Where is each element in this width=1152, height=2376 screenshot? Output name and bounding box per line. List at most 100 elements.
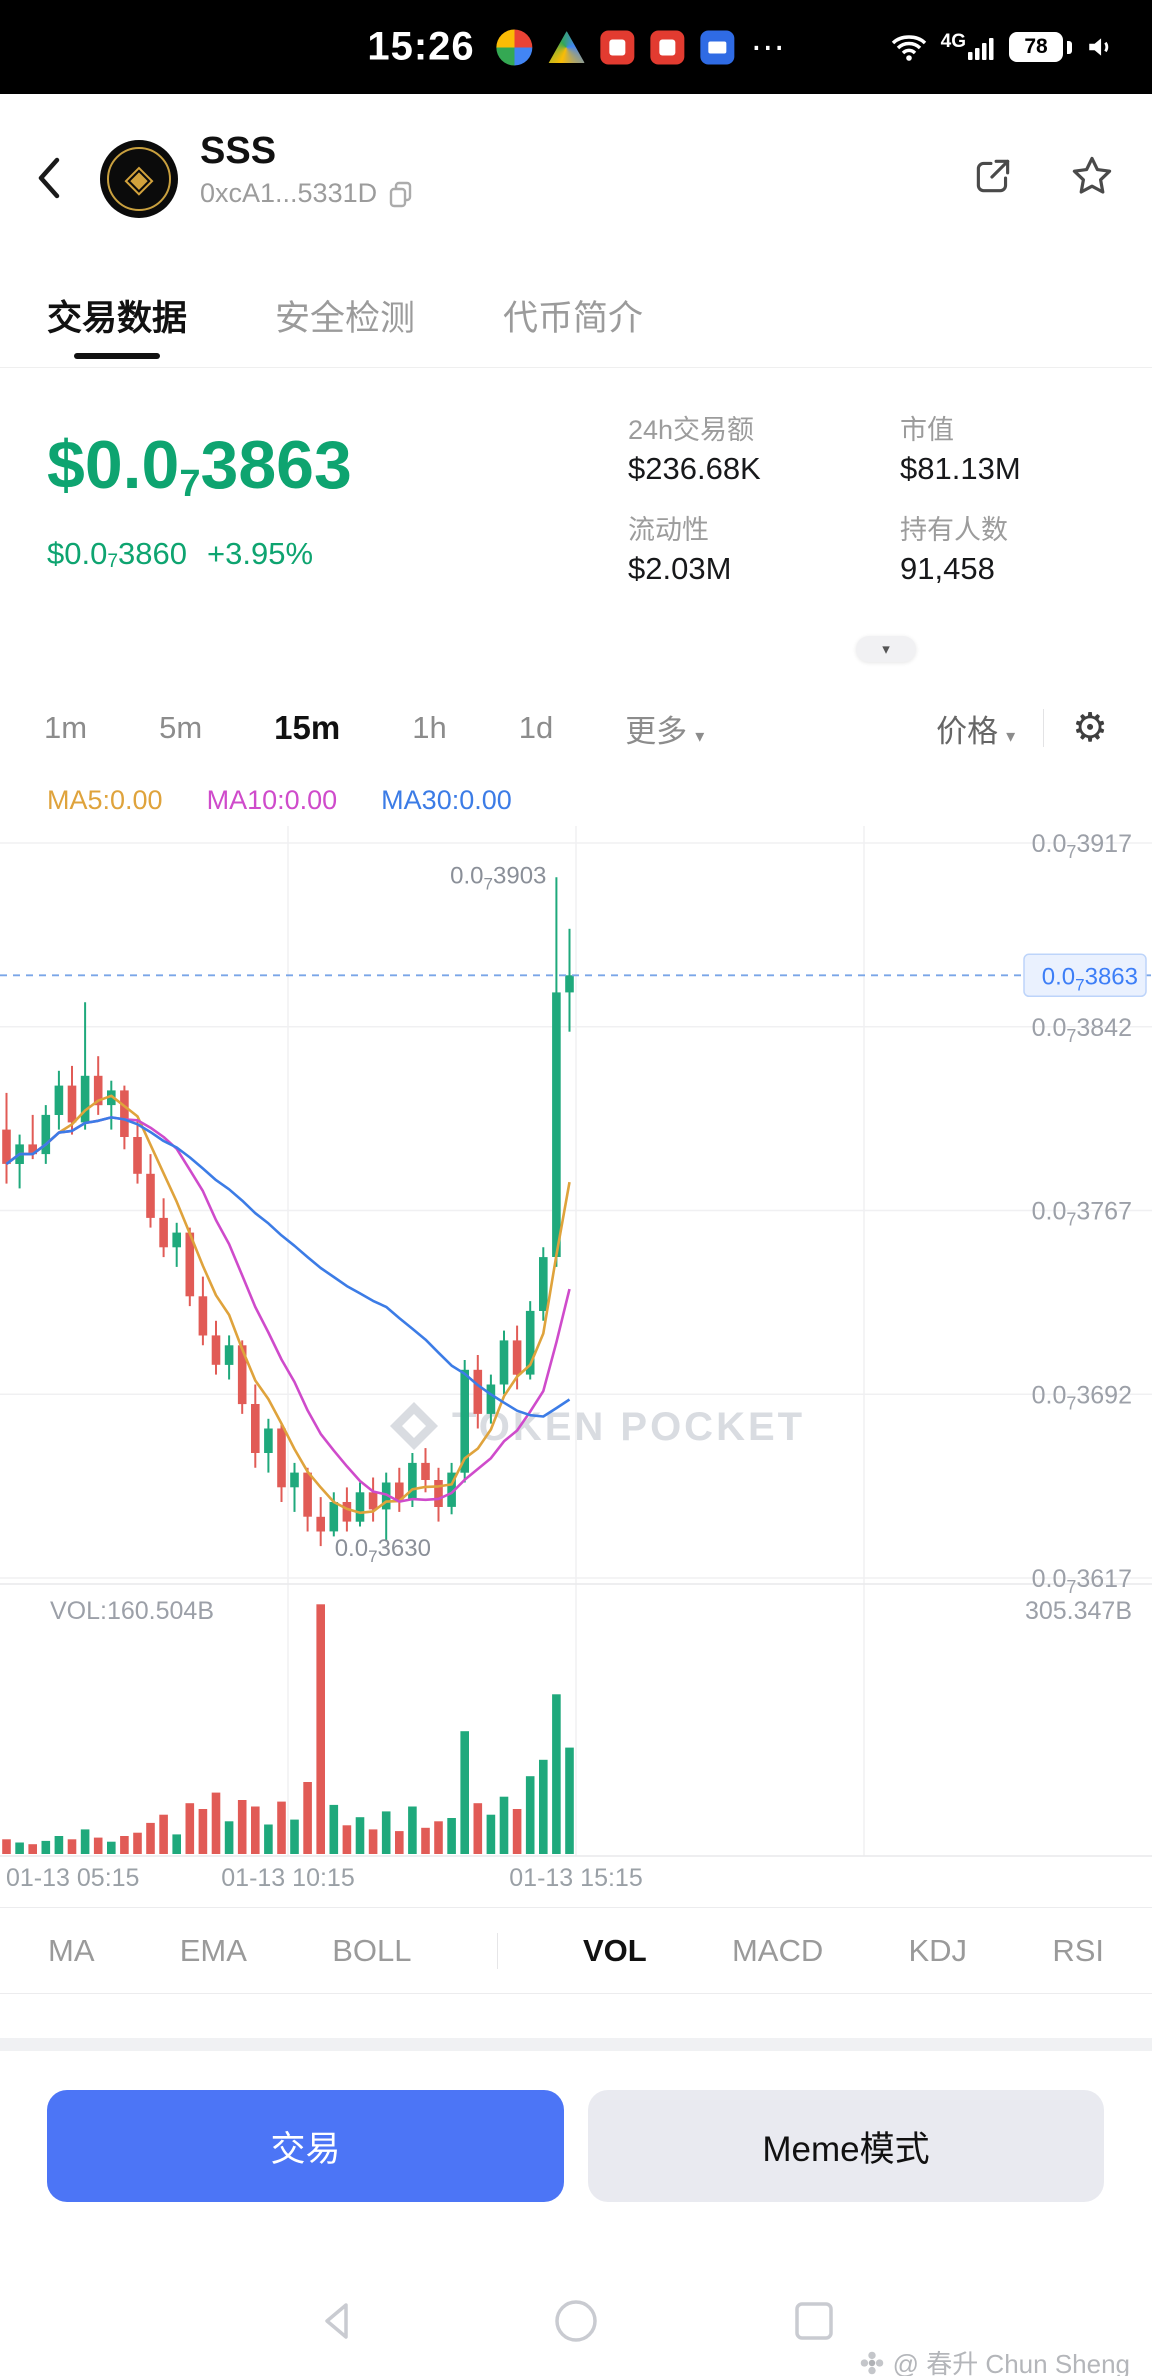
timeframe-1d[interactable]: 1d [518,710,554,745]
svg-text:VOL:160.504B: VOL:160.504B [50,1597,214,1625]
watermark-logo-icon [860,2351,883,2374]
candlestick-chart-svg[interactable]: TOKEN POCKET 0.073917 0.073842 0.073767 0.07… [0,826,1152,1857]
drive-app-icon [548,31,585,63]
active-tab-underline [74,353,160,359]
ma-legend: MA5:0.00 MA10:0.00 MA30:0.00 [0,778,1152,822]
timeframe-1m[interactable]: 1m [44,710,88,745]
price-change-percent: +3.95% [207,536,314,571]
status-center-cluster: 15:26 ⋯ [367,25,784,70]
photos-app-icon [496,29,533,65]
svg-text:0.073863: 0.073863 [1042,963,1138,994]
earpiece-icon [1089,38,1109,56]
section-separator [0,2038,1152,2051]
indicator-ma[interactable]: MA [48,1932,95,1968]
status-right-cluster: 4G 78 [891,31,1114,62]
current-price-tag: 0.073863 [1023,953,1147,998]
tab-security-check[interactable]: 安全检测 [275,299,416,338]
timeframe-5m[interactable]: 5m [159,710,203,745]
indicator-macd[interactable]: MACD [731,1932,824,1968]
stat-24h-volume: 24h交易额 $236.68K [628,415,761,486]
more-notifications-icon: ⋯ [750,28,785,66]
battery-nub [1067,40,1072,54]
status-time: 15:26 [367,24,475,69]
android-nav-bar [0,2266,1152,2376]
cellular-signal-icon: 4G [941,31,995,60]
stat-liquidity: 流动性 $2.03M [628,515,732,586]
status-bar: 15:26 ⋯ 4G [0,0,1152,94]
creator-watermark-text: @ 春升 Chun Sheng [892,2349,1130,2376]
stats-column-2: 市值 $81.13M 持有人数 91,458 [900,412,1021,612]
ma30-label: MA30:0.00 [381,784,512,815]
zero-count-subscript-small: 7 [107,550,119,572]
svg-text:0.073917: 0.073917 [1032,830,1132,862]
ma5-label: MA5:0.00 [47,784,163,815]
token-title: SSS [200,130,277,172]
tab-trading-data[interactable]: 交易数据 [47,264,187,367]
nav-recents-button[interactable] [791,2298,837,2344]
stat-market-cap: 市值 $81.13M [900,415,1021,486]
x-axis-label-1: 01-13 05:15 [6,1864,140,1892]
token-address: 0xcA1...5331D [200,178,378,208]
chart-settings-button[interactable]: ⚙ [1072,706,1108,750]
action-buttons: 交易 Meme模式 [0,2090,1152,2202]
price-section: $0.073863 $0.073860 +3.95% 24h交易额 $236.68… [0,368,1152,672]
header-actions [970,152,1116,200]
red-app-notification-icon [600,30,635,64]
svg-text:0.073692: 0.073692 [1032,1381,1132,1413]
token-logo-emblem-icon: ◈ [124,158,154,200]
battery-indicator: 78 [1009,32,1063,62]
price-change: $0.073860 +3.95% [47,536,314,572]
chart-toolbar: 1m 5m 15m 1h 1d 更多 ▾ 价格 ▾ ⚙ [0,686,1152,770]
x-axis-label-2: 01-13 10:15 [221,1864,355,1892]
toolbar-divider [1043,709,1045,747]
stat-holders: 持有人数 91,458 [900,515,1008,586]
share-button[interactable] [970,153,1016,199]
x-axis-label-3: 01-13 15:15 [509,1864,643,1892]
svg-text:0.073903: 0.073903 [450,862,546,893]
nav-home-button[interactable] [553,2298,599,2344]
red-app-notification-icon-2 [650,30,685,64]
chevron-down-icon: ▾ [695,725,705,746]
creator-watermark: @ 春升 Chun Sheng [859,2344,1130,2376]
back-button[interactable] [30,152,70,204]
svg-text:0.073767: 0.073767 [1032,1198,1132,1230]
indicator-boll[interactable]: BOLL [332,1932,412,1968]
svg-text:TOKEN POCKET: TOKEN POCKET [452,1405,805,1449]
collapse-stats-button[interactable]: ▾ [856,636,916,662]
favorite-button[interactable] [1068,152,1116,200]
indicator-bar: MA EMA BOLL VOL MACD KDJ RSI [0,1907,1152,1994]
svg-text:305.347B: 305.347B [1025,1597,1132,1625]
price-type-dropdown[interactable]: 价格 ▾ [936,713,1016,749]
trade-button[interactable]: 交易 [47,2090,564,2202]
indicator-ema[interactable]: EMA [179,1932,247,1968]
token-logo: ◈ [100,140,178,218]
timeframe-15m[interactable]: 15m [274,709,341,746]
price-chart[interactable]: TOKEN POCKET 0.073917 0.073842 0.073767 0.07… [0,826,1152,1898]
indicator-kdj[interactable]: KDJ [908,1932,968,1968]
timeframe-more-dropdown[interactable]: 更多 ▾ [625,713,705,749]
ma10-label: MA10:0.00 [206,784,338,815]
tab-bar: 交易数据 安全检测 代币简介 [0,264,1152,368]
timeframe-1h[interactable]: 1h [412,710,447,745]
chevron-down-icon: ▾ [1006,725,1016,746]
copy-address-icon[interactable] [387,180,414,208]
token-title-block: SSS 0xcA1...5331D [200,128,414,209]
nav-back-button[interactable] [315,2298,361,2344]
mail-app-notification-icon [700,30,735,64]
svg-text:0.073630: 0.073630 [335,1535,431,1566]
svg-text:0.073617: 0.073617 [1032,1565,1132,1597]
meme-mode-button[interactable]: Meme模式 [588,2090,1104,2202]
stats-column-1: 24h交易额 $236.68K 流动性 $2.03M [628,412,761,612]
svg-text:0.073842: 0.073842 [1032,1014,1132,1046]
chevron-down-icon: ▾ [882,641,890,658]
indicator-vol[interactable]: VOL [582,1932,647,1968]
indicator-divider [496,1932,498,1969]
indicator-rsi[interactable]: RSI [1052,1932,1104,1968]
tab-token-intro[interactable]: 代币简介 [503,299,644,338]
zero-count-subscript: 7 [179,462,201,505]
wifi-icon [891,35,926,61]
chart-watermark: TOKEN POCKET [390,1402,805,1450]
token-price: $0.073863 [47,427,352,505]
token-header: ◈ SSS 0xcA1...5331D [0,94,1152,264]
